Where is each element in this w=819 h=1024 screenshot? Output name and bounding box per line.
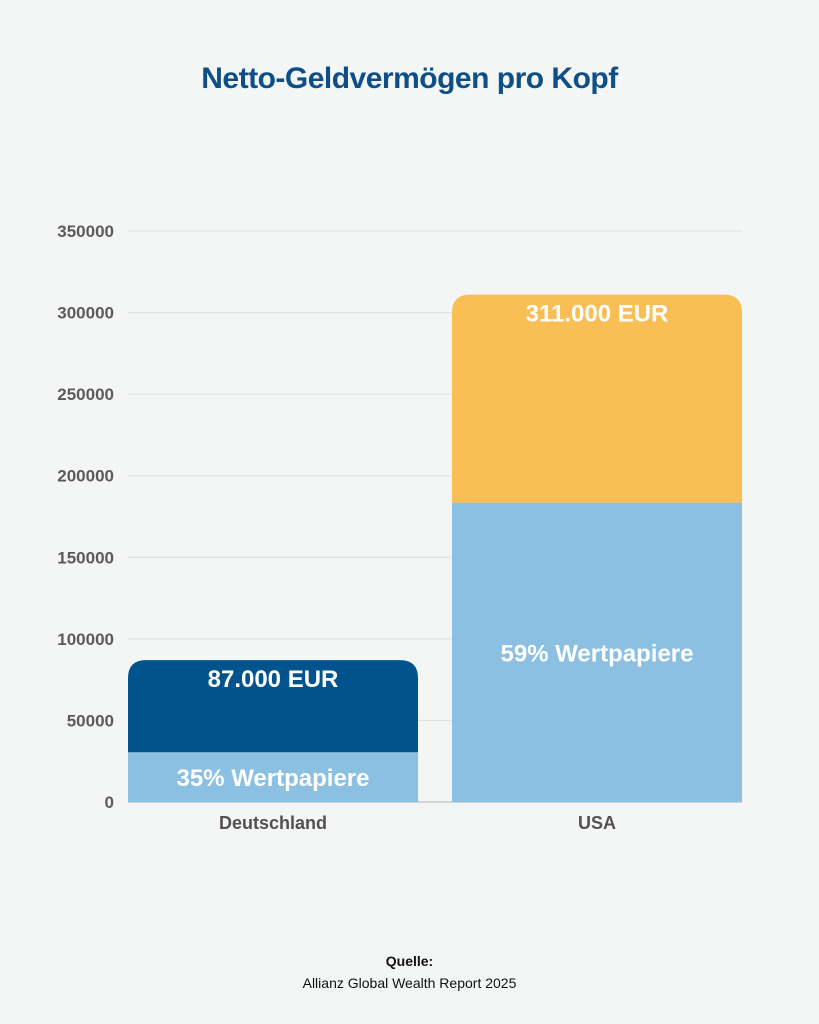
y-tick-label: 300000: [57, 304, 114, 323]
share-label: 35% Wertpapiere: [177, 765, 370, 792]
bar-segment-securities: [128, 752, 418, 802]
source-title: Quelle:: [385, 953, 434, 969]
y-tick-label: 150000: [57, 548, 114, 567]
x-category-label: USA: [578, 813, 616, 833]
y-tick-label: 200000: [57, 467, 114, 486]
share-label: 59% Wertpapiere: [501, 640, 694, 667]
y-tick-label: 250000: [57, 385, 114, 404]
y-tick-label: 0: [105, 793, 114, 812]
total-value-label: 311.000 EUR: [526, 301, 669, 328]
data-labels: 87.000 EUR 35% Wertpapiere 311.000 EUR 59% …: [177, 301, 694, 793]
source-text: Allianz Global Wealth Report 2025: [302, 975, 517, 991]
x-category-label: Deutschland: [219, 813, 327, 833]
x-axis-labels: Deutschland USA: [219, 813, 616, 833]
chart-title: Netto-Geldvermögen pro Kopf: [201, 62, 618, 95]
source-note: Quelle: Allianz Global Wealth Report 202…: [0, 950, 819, 994]
y-tick-label: 50000: [67, 711, 114, 730]
y-tick-label: 350000: [57, 222, 114, 241]
bar-segment-total: [128, 660, 418, 753]
bar-segment-total: [452, 294, 742, 503]
bars: [128, 294, 742, 802]
y-axis-ticks: 0 50000 100000 150000 200000 250000 300000 3500…: [57, 222, 114, 812]
total-value-label: 87.000 EUR: [208, 666, 339, 693]
bar-segment-securities: [452, 502, 742, 802]
y-tick-label: 100000: [57, 630, 114, 649]
